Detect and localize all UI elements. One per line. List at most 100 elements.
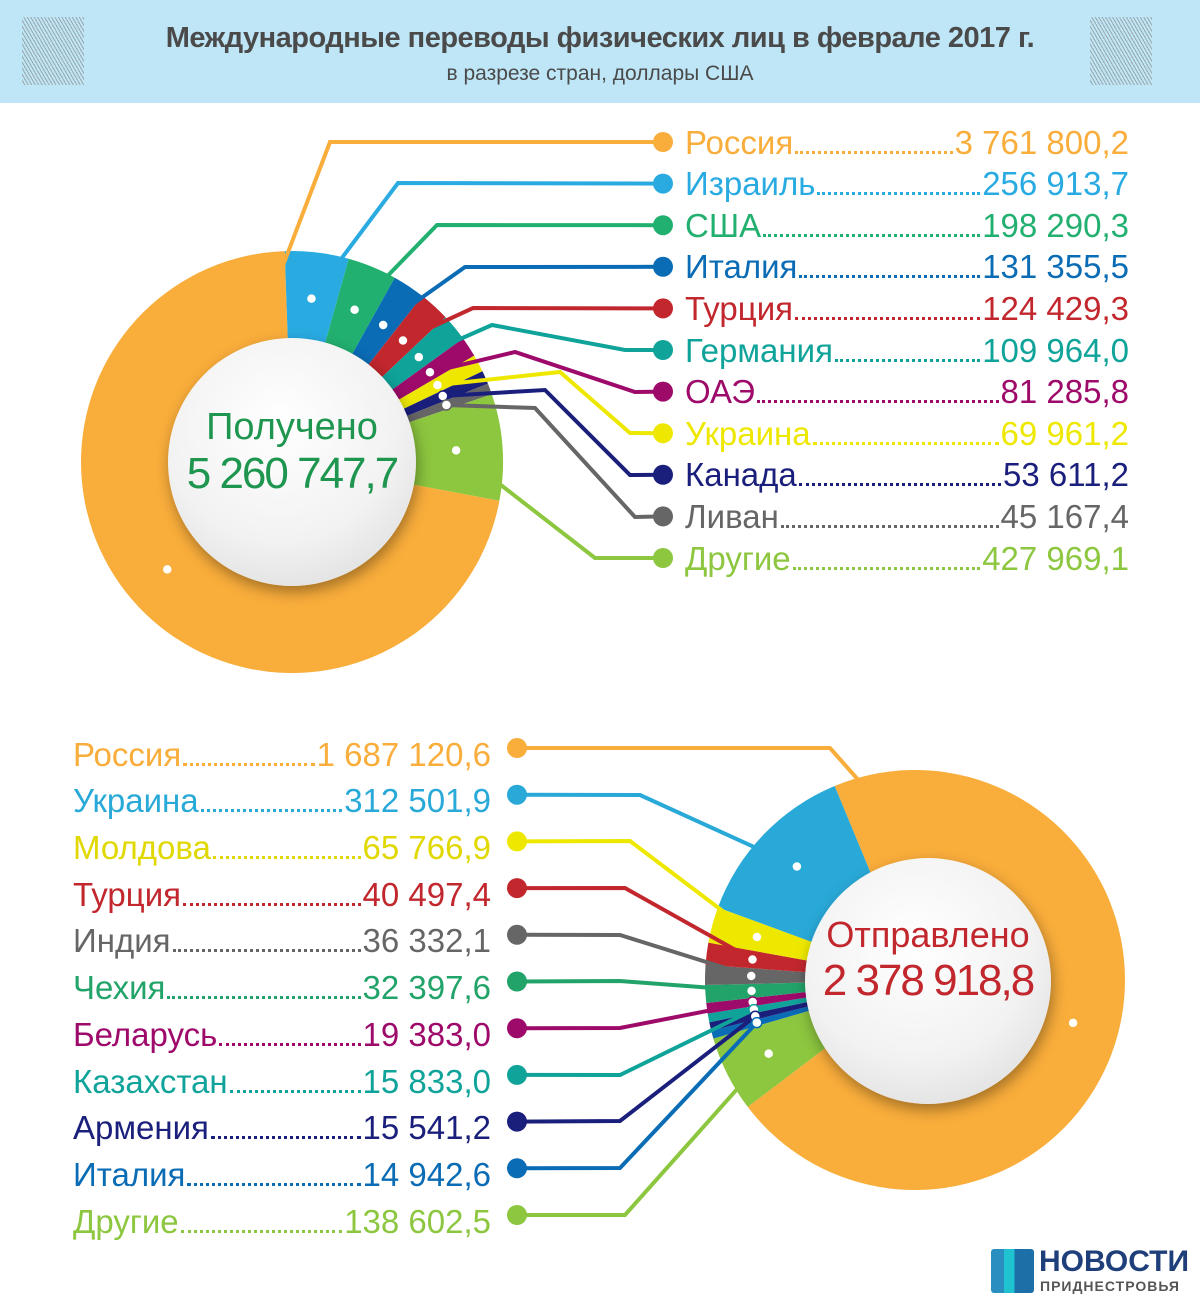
logo-mark-icon (991, 1249, 1034, 1293)
sent-total: 2 378 918,8 (822, 956, 1035, 1005)
logo-text: НОВОСТИ (1039, 1245, 1190, 1278)
slice-marker (791, 860, 803, 873)
slice-marker (161, 563, 173, 576)
legend-country: Другие (73, 1202, 179, 1240)
legend-dot (507, 738, 527, 758)
legend-value: 81 285,8 (1000, 373, 1129, 411)
legend-value: 3 761 800,2 (954, 123, 1129, 161)
slice-marker (431, 379, 444, 391)
legend-country: Италия (73, 1155, 186, 1193)
legend-row: Молдова 65 766,9 (73, 819, 491, 866)
dot-leader (756, 400, 999, 404)
legend-dot (653, 464, 673, 485)
legend-value: 15 541,2 (362, 1109, 491, 1147)
legend-dot (653, 173, 673, 194)
dot-leader (229, 1089, 361, 1093)
sent-legend: Россия 1 687 120,6 Украина 312 501,9 Молдова… (73, 726, 491, 1240)
leader-line (353, 222, 664, 312)
leader-line (516, 1014, 757, 1124)
legend-value: 19 383,0 (362, 1015, 491, 1053)
legend-country: Россия (73, 735, 182, 773)
legend-row: Россия 3 761 800,2 (685, 119, 1129, 161)
legend-value: 427 969,1 (982, 539, 1129, 577)
legend-row: Беларусь 19 383,0 (73, 1006, 491, 1053)
legend-dot (653, 381, 673, 402)
legend-dot (507, 924, 527, 945)
received-label: Получено (206, 406, 378, 448)
slice-marker (424, 366, 436, 379)
legend-country: Украина (685, 414, 811, 452)
sent-label: Отправлено (826, 914, 1030, 955)
slice-marker (450, 444, 462, 457)
legend-value: 40 497,4 (362, 875, 491, 913)
legend-row: Другие 138 602,5 (73, 1193, 491, 1240)
dot-leader (200, 809, 343, 813)
dot-leader (780, 524, 999, 528)
legend-dot (653, 132, 673, 152)
dot-leader (763, 233, 981, 237)
legend-row: Армения 15 541,2 (73, 1100, 491, 1147)
legend-value: 69 961,2 (1000, 414, 1129, 452)
leader-line (454, 448, 663, 560)
legend-value: 15 833,0 (362, 1062, 491, 1100)
leader-line (402, 305, 664, 343)
legend-country: Индия (73, 922, 171, 960)
legend-value: 198 290,3 (982, 206, 1129, 244)
dot-leader (817, 192, 981, 196)
legend-dot (507, 878, 527, 899)
dot-leader (834, 358, 981, 362)
legend-value: 1 687 120,6 (316, 735, 491, 773)
legend-value: 131 355,5 (982, 248, 1129, 286)
legend-value: 36 332,1 (362, 922, 491, 960)
legend-value: 312 501,9 (344, 782, 491, 820)
slice-marker (305, 292, 318, 305)
legend-country: Казахстан (73, 1062, 228, 1100)
legend-country: Россия (685, 123, 794, 161)
slice-marker (746, 953, 759, 966)
legend-dot (653, 506, 673, 527)
received-center: Получено 5 260 747,7 (168, 338, 416, 586)
dot-leader (187, 1182, 361, 1186)
legend-value: 14 942,6 (362, 1155, 491, 1193)
slice-marker (397, 334, 409, 347)
legend-row: Италия 131 355,5 (685, 244, 1129, 286)
slice-marker (745, 985, 758, 997)
chart-subtitle: в разрезе стран, доллары США (446, 62, 754, 85)
leader-line (516, 792, 798, 869)
legend-country: Чехия (73, 969, 166, 1007)
legend-row: Израиль 256 913,7 (685, 161, 1129, 203)
leader-line (516, 885, 754, 962)
slice-marker (751, 1016, 763, 1029)
legend-dot (507, 1205, 527, 1225)
dot-leader (183, 762, 315, 766)
legend-dot (507, 784, 527, 805)
legend-country: Италия (685, 248, 798, 286)
dot-leader (798, 483, 1001, 487)
legend-dot (507, 971, 527, 992)
header-banner: Международные переводы физических лиц в … (0, 0, 1200, 103)
legend-country: Турция (685, 289, 793, 327)
legend-dot (507, 1018, 527, 1039)
leader-line (516, 978, 752, 993)
legend-dot (653, 548, 673, 568)
legend-row: ОАЭ 81 285,8 (685, 369, 1129, 411)
legend-row: Казахстан 15 833,0 (73, 1053, 491, 1100)
legend-country: Украина (73, 782, 199, 820)
legend-country: ОАЭ (685, 373, 755, 411)
legend-value: 32 397,6 (362, 969, 491, 1007)
legend-country: Германия (685, 331, 833, 369)
legend-value: 53 611,2 (1002, 456, 1129, 494)
slice-marker (745, 970, 757, 982)
legend-country: США (685, 206, 762, 244)
legend-row: Украина 69 961,2 (685, 410, 1129, 452)
legend-row: Канада 53 611,2 (685, 452, 1129, 494)
slice-marker (751, 931, 763, 943)
legend-row: Украина 312 501,9 (73, 773, 491, 820)
slice-marker (377, 319, 389, 331)
hatch-decoration-right (1090, 17, 1152, 85)
leader-line (517, 1052, 771, 1217)
legend-country: Ливан (685, 497, 779, 535)
legend-value: 138 602,5 (344, 1202, 491, 1240)
logo-subtext: ПРИДНЕСТРОВЬЯ (1040, 1278, 1180, 1294)
legend-dot (653, 340, 673, 360)
